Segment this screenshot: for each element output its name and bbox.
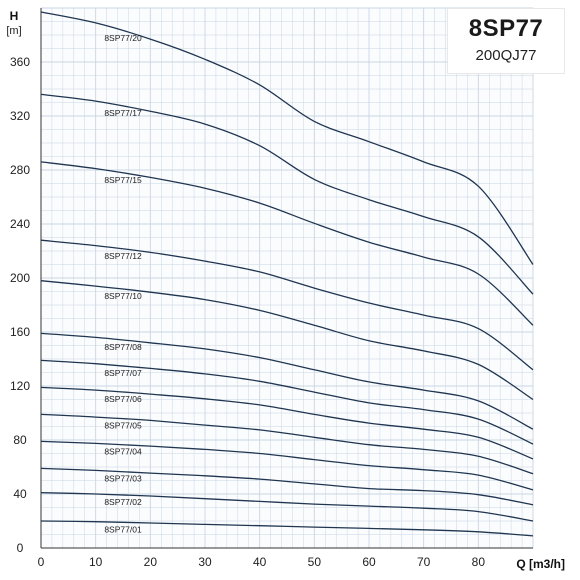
y-axis-label: H [10,9,19,23]
y-tick-label: 320 [10,109,30,123]
series-label: 8SP77/17 [104,108,142,118]
series-line-8sp77-08 [40,332,534,430]
series-line-8sp77-05 [40,413,534,475]
y-tick-label: 240 [10,217,30,231]
x-tick-label: 0 [38,555,45,569]
series-label: 8SP77/07 [104,368,142,378]
series-label: 8SP77/12 [104,251,142,261]
y-tick-label: 360 [10,55,30,69]
x-tick-label: 60 [362,555,376,569]
y-tick-label: 280 [10,163,30,177]
model-title: 8SP77 [468,15,544,42]
y-tick-label: 160 [10,325,30,339]
series-line-8sp77-20 [40,11,534,265]
series-line-8sp77-04 [40,440,534,491]
series-line-8sp77-01 [40,520,534,537]
x-tick-label: 50 [308,555,322,569]
x-tick-label: 10 [89,555,103,569]
series-line-8sp77-03 [40,467,534,506]
y-tick-label: 80 [13,433,27,447]
y-axis-unit: [m] [6,25,21,37]
axes: 0 40 80 120 160 200 240 280 320 360 0 10 20 30 40 50 60 7… [6,8,565,571]
series-line-8sp77-07 [40,359,534,445]
series-line-8sp77-02 [40,491,534,522]
series-line-8sp77-17 [40,93,534,295]
series-line-8sp77-15 [40,161,534,326]
y-tick-label: 120 [10,379,30,393]
series-label: 8SP77/02 [104,497,142,507]
series-label: 8SP77/15 [104,175,142,185]
x-tick-label: 80 [472,555,486,569]
curves [40,11,534,537]
y-tick-label: 0 [17,541,24,555]
grid [40,7,534,549]
x-tick-label: 70 [417,555,431,569]
series-line-8sp77-12 [40,239,534,371]
x-tick-label: 20 [144,555,158,569]
y-tick-label: 40 [13,487,27,501]
series-label: 8SP77/08 [104,342,142,352]
y-tick-label: 200 [10,271,30,285]
x-tick-label: 40 [253,555,267,569]
series-line-8sp77-06 [40,386,534,460]
x-tick-label: 30 [198,555,212,569]
model-title-box: 8SP77 200QJ77 [447,8,565,74]
curve-labels: 8SP77/01 8SP77/02 8SP77/03 8SP77/04 8SP77/05… [104,33,142,534]
series-label: 8SP77/04 [104,447,142,457]
series-label: 8SP77/05 [104,421,142,431]
series-line-8sp77-10 [40,280,534,401]
x-axis-label: Q [m3/h] [516,557,565,571]
model-subtitle: 200QJ77 [475,47,537,64]
series-label: 8SP77/01 [104,524,142,534]
series-label: 8SP77/10 [104,291,142,301]
series-label: 8SP77/06 [104,394,142,404]
series-label: 8SP77/20 [104,33,142,43]
series-label: 8SP77/03 [104,474,142,484]
